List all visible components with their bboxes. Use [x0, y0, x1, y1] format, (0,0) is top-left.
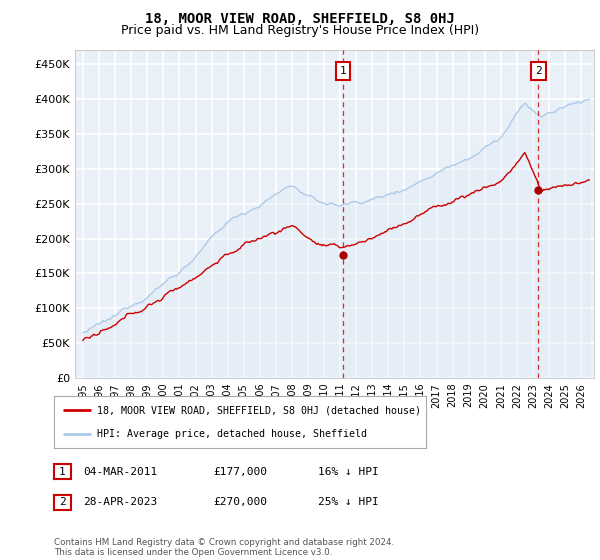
Text: 1: 1 [340, 66, 346, 76]
Text: £270,000: £270,000 [213, 497, 267, 507]
Text: 2: 2 [59, 497, 66, 507]
Text: HPI: Average price, detached house, Sheffield: HPI: Average price, detached house, Shef… [97, 429, 367, 439]
Text: 2: 2 [535, 66, 542, 76]
Text: 28-APR-2023: 28-APR-2023 [83, 497, 157, 507]
Text: 04-MAR-2011: 04-MAR-2011 [83, 466, 157, 477]
Text: Price paid vs. HM Land Registry's House Price Index (HPI): Price paid vs. HM Land Registry's House … [121, 24, 479, 36]
Text: 18, MOOR VIEW ROAD, SHEFFIELD, S8 0HJ: 18, MOOR VIEW ROAD, SHEFFIELD, S8 0HJ [145, 12, 455, 26]
Text: Contains HM Land Registry data © Crown copyright and database right 2024.
This d: Contains HM Land Registry data © Crown c… [54, 538, 394, 557]
Text: 18, MOOR VIEW ROAD, SHEFFIELD, S8 0HJ (detached house): 18, MOOR VIEW ROAD, SHEFFIELD, S8 0HJ (d… [97, 405, 421, 416]
Text: 1: 1 [59, 466, 66, 477]
Text: 16% ↓ HPI: 16% ↓ HPI [318, 466, 379, 477]
Text: 25% ↓ HPI: 25% ↓ HPI [318, 497, 379, 507]
Text: £177,000: £177,000 [213, 466, 267, 477]
